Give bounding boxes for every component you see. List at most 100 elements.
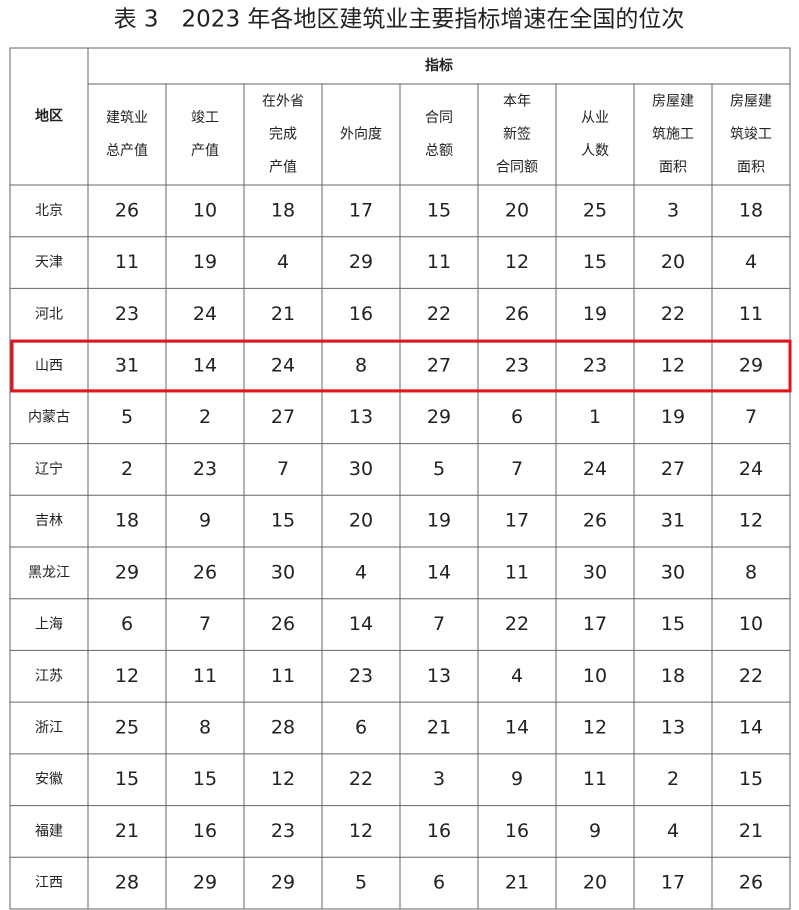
value-cell: 25 xyxy=(583,199,607,221)
value-cell: 9 xyxy=(589,820,601,842)
value-cell: 30 xyxy=(271,561,295,583)
value-cell: 29 xyxy=(739,355,763,377)
value-cell: 18 xyxy=(661,665,685,687)
column-header: 本年 xyxy=(503,94,531,110)
column-header: 产值 xyxy=(269,160,297,176)
column-header: 完成 xyxy=(269,127,297,143)
value-cell: 24 xyxy=(271,355,295,377)
value-cell: 26 xyxy=(739,872,763,894)
value-cell: 15 xyxy=(115,768,139,790)
region-cell: 上海 xyxy=(35,617,63,633)
value-cell: 30 xyxy=(583,561,607,583)
value-cell: 6 xyxy=(511,406,523,428)
column-header: 总额 xyxy=(425,143,453,159)
column-header: 在外省 xyxy=(262,94,304,110)
value-cell: 23 xyxy=(505,355,529,377)
value-cell: 19 xyxy=(427,510,451,532)
value-cell: 5 xyxy=(433,458,445,480)
column-header: 面积 xyxy=(737,160,765,176)
value-cell: 14 xyxy=(505,717,529,739)
column-header: 产值 xyxy=(191,143,219,159)
region-cell: 安徽 xyxy=(35,772,63,788)
column-header: 合同 xyxy=(425,110,453,126)
region-cell: 福建 xyxy=(35,823,63,839)
value-cell: 2 xyxy=(199,406,211,428)
value-cell: 12 xyxy=(661,355,685,377)
value-cell: 26 xyxy=(193,561,217,583)
value-cell: 11 xyxy=(193,665,217,687)
value-cell: 17 xyxy=(661,872,685,894)
value-cell: 13 xyxy=(349,406,373,428)
value-cell: 7 xyxy=(199,613,211,635)
value-cell: 17 xyxy=(505,510,529,532)
value-cell: 11 xyxy=(505,561,529,583)
value-cell: 22 xyxy=(349,768,373,790)
column-header: 房屋建 xyxy=(652,94,694,110)
value-cell: 31 xyxy=(115,355,139,377)
value-cell: 29 xyxy=(349,251,373,273)
value-cell: 15 xyxy=(193,768,217,790)
region-cell: 北京 xyxy=(35,203,63,219)
value-cell: 4 xyxy=(277,251,289,273)
value-cell: 21 xyxy=(115,820,139,842)
value-cell: 3 xyxy=(433,768,445,790)
value-cell: 19 xyxy=(583,303,607,325)
value-cell: 19 xyxy=(193,251,217,273)
value-cell: 12 xyxy=(505,251,529,273)
value-cell: 29 xyxy=(115,561,139,583)
column-header: 人数 xyxy=(581,143,609,159)
column-header: 竣工 xyxy=(191,110,219,126)
value-cell: 8 xyxy=(355,355,367,377)
value-cell: 20 xyxy=(505,199,529,221)
column-header: 外向度 xyxy=(340,127,382,143)
value-cell: 14 xyxy=(739,717,763,739)
column-header: 合同额 xyxy=(496,160,538,176)
value-cell: 18 xyxy=(739,199,763,221)
value-cell: 7 xyxy=(511,458,523,480)
value-cell: 16 xyxy=(349,303,373,325)
value-cell: 10 xyxy=(193,199,217,221)
value-cell: 22 xyxy=(427,303,451,325)
value-cell: 20 xyxy=(583,872,607,894)
value-cell: 20 xyxy=(661,251,685,273)
value-cell: 20 xyxy=(349,510,373,532)
value-cell: 31 xyxy=(661,510,685,532)
value-cell: 28 xyxy=(115,872,139,894)
column-header: 房屋建 xyxy=(730,94,772,110)
column-header: 新签 xyxy=(503,126,531,143)
value-cell: 29 xyxy=(193,872,217,894)
value-cell: 26 xyxy=(271,613,295,635)
value-cell: 16 xyxy=(505,820,529,842)
region-cell: 江苏 xyxy=(35,668,63,684)
value-cell: 15 xyxy=(271,510,295,532)
value-cell: 4 xyxy=(511,665,523,687)
region-cell: 天津 xyxy=(35,255,63,271)
value-cell: 16 xyxy=(427,820,451,842)
region-cell: 辽宁 xyxy=(35,460,63,477)
region-cell: 内蒙古 xyxy=(28,410,70,426)
value-cell: 4 xyxy=(355,561,367,583)
region-cell: 山西 xyxy=(35,358,63,374)
value-cell: 12 xyxy=(115,665,139,687)
value-cell: 30 xyxy=(349,458,373,480)
value-cell: 1 xyxy=(589,406,601,428)
value-cell: 23 xyxy=(115,303,139,325)
value-cell: 14 xyxy=(427,561,451,583)
value-cell: 2 xyxy=(667,768,679,790)
value-cell: 3 xyxy=(667,199,679,221)
value-cell: 9 xyxy=(199,510,211,532)
region-cell: 黑龙江 xyxy=(28,565,70,581)
value-cell: 18 xyxy=(115,510,139,532)
region-cell: 江西 xyxy=(35,875,63,891)
value-cell: 15 xyxy=(583,251,607,273)
region-header: 地区 xyxy=(35,108,63,125)
value-cell: 9 xyxy=(511,768,523,790)
value-cell: 10 xyxy=(583,665,607,687)
value-cell: 15 xyxy=(661,613,685,635)
value-cell: 23 xyxy=(271,820,295,842)
value-cell: 26 xyxy=(115,199,139,221)
value-cell: 15 xyxy=(427,199,451,221)
value-cell: 29 xyxy=(271,872,295,894)
value-cell: 30 xyxy=(661,561,685,583)
